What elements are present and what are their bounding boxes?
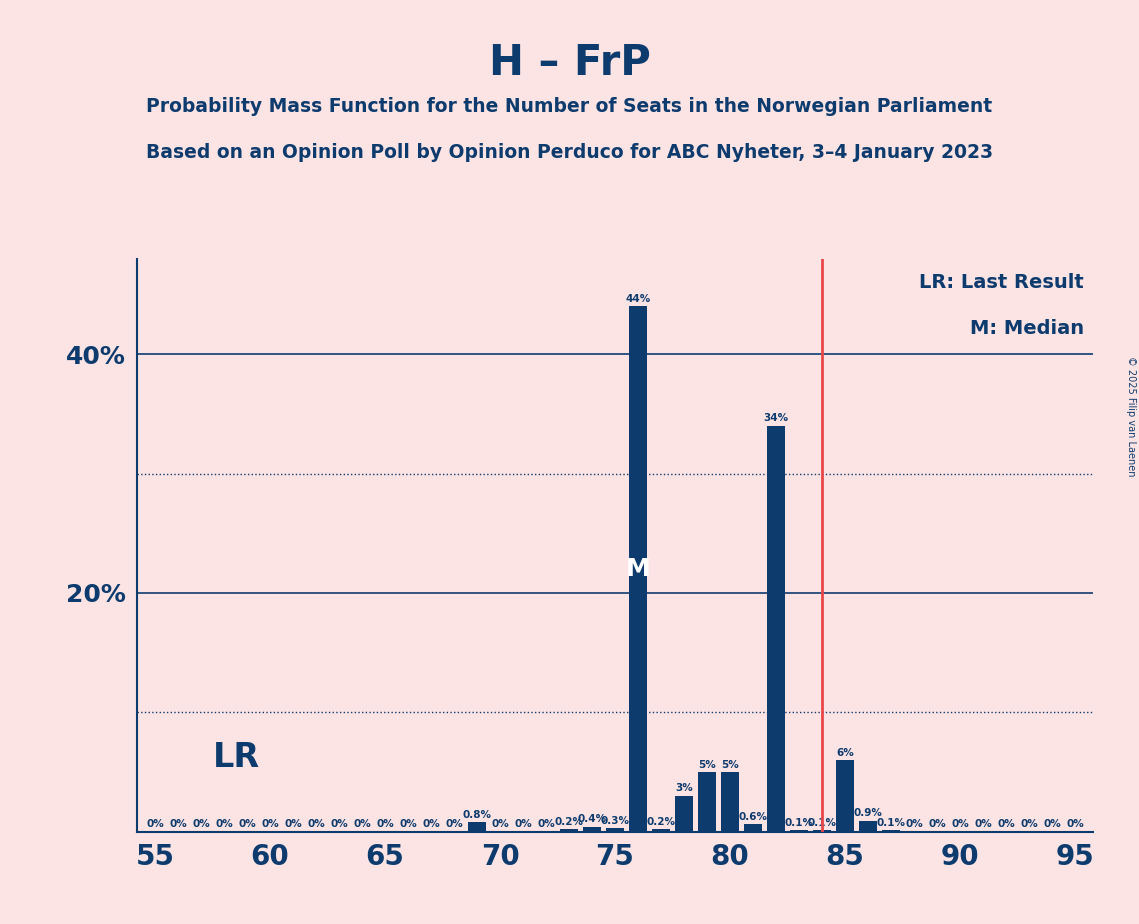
Text: Based on an Opinion Poll by Opinion Perduco for ABC Nyheter, 3–4 January 2023: Based on an Opinion Poll by Opinion Perd… xyxy=(146,143,993,163)
Text: M: Median: M: Median xyxy=(969,319,1084,338)
Text: 3%: 3% xyxy=(675,784,693,794)
Bar xyxy=(630,307,647,832)
Text: LR: Last Result: LR: Last Result xyxy=(919,274,1084,292)
Text: 0%: 0% xyxy=(1021,820,1038,829)
Text: 5%: 5% xyxy=(721,760,739,770)
Text: 0%: 0% xyxy=(285,820,302,829)
Text: M: M xyxy=(625,557,650,581)
Text: 0%: 0% xyxy=(261,820,279,829)
Bar xyxy=(468,822,485,832)
Bar xyxy=(606,828,624,832)
Bar xyxy=(790,831,808,832)
Text: 0.1%: 0.1% xyxy=(785,818,813,828)
Text: 0%: 0% xyxy=(538,820,555,829)
Text: 0%: 0% xyxy=(491,820,509,829)
Text: Probability Mass Function for the Number of Seats in the Norwegian Parliament: Probability Mass Function for the Number… xyxy=(147,97,992,116)
Text: 5%: 5% xyxy=(698,760,716,770)
Bar xyxy=(560,829,577,832)
Bar xyxy=(813,831,830,832)
Text: 0.3%: 0.3% xyxy=(600,816,630,826)
Bar xyxy=(675,796,693,832)
Text: 0%: 0% xyxy=(514,820,532,829)
Text: 0%: 0% xyxy=(997,820,1015,829)
Text: 0.4%: 0.4% xyxy=(577,814,607,824)
Bar xyxy=(860,821,877,832)
Text: H – FrP: H – FrP xyxy=(489,42,650,83)
Text: 0.1%: 0.1% xyxy=(877,818,906,828)
Text: 0%: 0% xyxy=(1066,820,1084,829)
Text: 0%: 0% xyxy=(170,820,187,829)
Text: 0%: 0% xyxy=(330,820,347,829)
Text: 6%: 6% xyxy=(836,748,854,758)
Text: 0.8%: 0.8% xyxy=(462,809,492,820)
Text: 0%: 0% xyxy=(238,820,256,829)
Text: © 2025 Filip van Laenen: © 2025 Filip van Laenen xyxy=(1126,356,1136,476)
Text: 0%: 0% xyxy=(423,820,440,829)
Bar xyxy=(583,827,600,832)
Bar xyxy=(883,831,900,832)
Text: LR: LR xyxy=(213,741,260,774)
Text: 0.2%: 0.2% xyxy=(555,817,583,827)
Text: 0%: 0% xyxy=(308,820,325,829)
Bar xyxy=(768,426,785,832)
Text: 0.6%: 0.6% xyxy=(738,812,768,822)
Text: 34%: 34% xyxy=(763,413,788,423)
Text: 0.1%: 0.1% xyxy=(808,818,836,828)
Text: 0.9%: 0.9% xyxy=(853,808,883,819)
Bar xyxy=(836,760,853,832)
Text: 44%: 44% xyxy=(625,294,650,304)
Text: 0%: 0% xyxy=(399,820,417,829)
Text: 0.2%: 0.2% xyxy=(647,817,675,827)
Text: 0%: 0% xyxy=(1043,820,1060,829)
Text: 0%: 0% xyxy=(951,820,969,829)
Text: 0%: 0% xyxy=(353,820,371,829)
Text: 0%: 0% xyxy=(445,820,462,829)
Bar xyxy=(745,824,762,832)
Text: 0%: 0% xyxy=(928,820,945,829)
Text: 0%: 0% xyxy=(146,820,164,829)
Bar xyxy=(653,829,670,832)
Bar xyxy=(721,772,739,832)
Text: 0%: 0% xyxy=(974,820,992,829)
Text: 0%: 0% xyxy=(906,820,923,829)
Bar xyxy=(698,772,715,832)
Text: 0%: 0% xyxy=(192,820,210,829)
Text: 0%: 0% xyxy=(215,820,233,829)
Text: 0%: 0% xyxy=(376,820,394,829)
